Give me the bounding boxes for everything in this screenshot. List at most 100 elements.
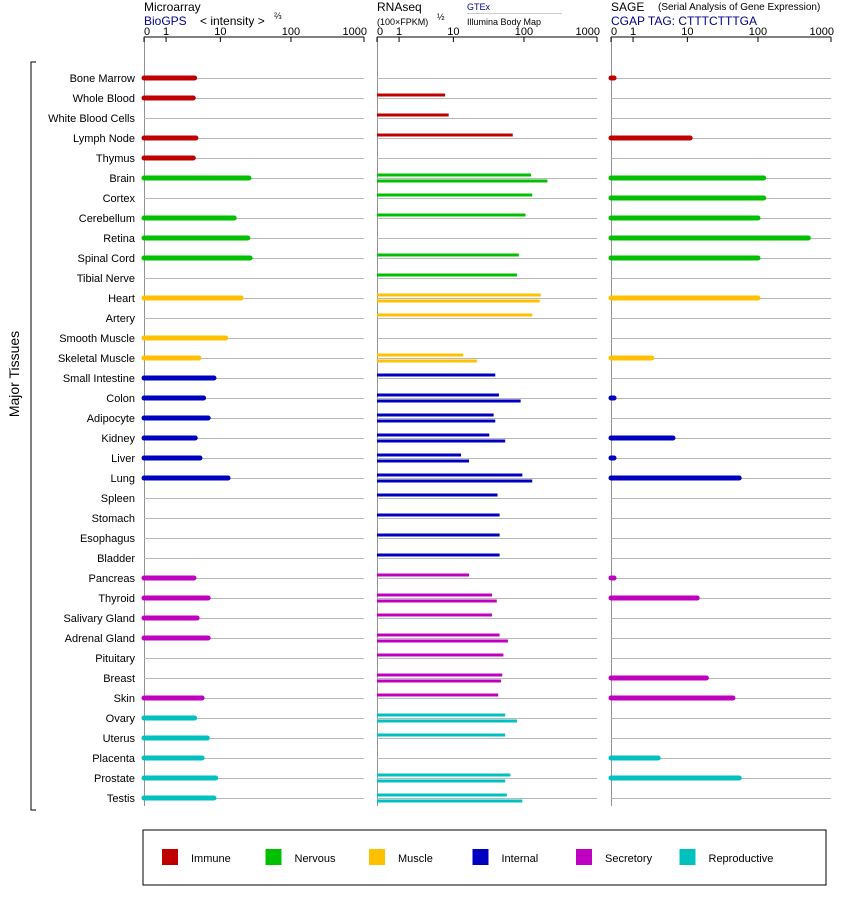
microarray-title: Microarray xyxy=(144,0,201,14)
tissue-label: Bladder xyxy=(97,553,135,565)
tissue-label: Kidney xyxy=(101,433,135,445)
rnaseq-unit: (100×FPKM) xyxy=(377,17,428,27)
tissue-row: Tibial Nerve xyxy=(77,273,831,285)
tissue-label: Liver xyxy=(111,453,135,465)
tissue-label: Placenta xyxy=(92,753,136,765)
legend-swatch xyxy=(162,849,178,865)
tissue-label: Thymus xyxy=(96,153,136,165)
legend-swatch xyxy=(576,849,592,865)
tissue-label: Esophagus xyxy=(80,533,136,545)
microarray-tick-label: 100 xyxy=(282,26,300,38)
microarray-source: BioGPS xyxy=(144,14,187,28)
tissue-label: Smooth Muscle xyxy=(59,333,135,345)
tissue-row: Esophagus xyxy=(80,533,831,545)
tissue-row: Pancreas xyxy=(89,573,831,585)
legend-swatch xyxy=(265,849,282,865)
bars xyxy=(141,75,811,803)
microarray-tick-label: 0 xyxy=(144,26,150,38)
tissue-label: Small Intestine xyxy=(63,373,135,385)
tissue-row: White Blood Cells xyxy=(48,113,831,125)
rnaseq-tick-label: 1 xyxy=(396,26,402,38)
tissue-label: Stomach xyxy=(92,513,135,525)
sage-tick-label: 0 xyxy=(611,26,617,38)
legend-label: Immune xyxy=(191,853,231,865)
tissue-row: Artery xyxy=(106,313,831,325)
tissue-label: Breast xyxy=(103,673,135,685)
legend-item: Secretory xyxy=(576,849,653,865)
tissue-label: Salivary Gland xyxy=(63,613,135,625)
rnaseq-title: RNAseq xyxy=(377,0,422,14)
tissue-label: White Blood Cells xyxy=(48,113,135,125)
rnaseq-tick-label: 100 xyxy=(515,26,533,38)
legend-item: Internal xyxy=(472,849,538,865)
tissue-label: Adipocyte xyxy=(87,413,135,425)
tissue-label: Colon xyxy=(106,393,135,405)
tissue-label: Lung xyxy=(111,473,135,485)
tissue-label: Pancreas xyxy=(89,573,136,585)
tissue-row: Thymus xyxy=(96,153,831,165)
legend-label: Secretory xyxy=(605,853,653,865)
tissue-label: Cerebellum xyxy=(79,213,135,225)
legend-label: Reproductive xyxy=(709,853,774,865)
legend-swatch xyxy=(369,849,385,865)
microarray-header: Microarray BioGPS < intensity > ⅔ xyxy=(144,0,282,28)
major-tissues-bracket: Major Tissues xyxy=(6,61,36,811)
tissue-label: Ovary xyxy=(106,713,136,725)
tissue-label: Pituitary xyxy=(95,653,135,665)
legend-swatch xyxy=(679,849,696,865)
sage-tick-label: 10 xyxy=(681,26,693,38)
tissue-row: Pituitary xyxy=(95,653,831,665)
rnaseq-source-gtex: GTEx xyxy=(467,2,491,12)
microarray-exponent: ⅔ xyxy=(274,11,282,21)
bracket-line xyxy=(30,61,36,811)
tissue-label: Thyroid xyxy=(98,593,135,605)
microarray-unit: < intensity > xyxy=(200,14,265,28)
legend-item: Nervous xyxy=(265,849,336,865)
legend-box xyxy=(142,829,827,886)
legend-item: Muscle xyxy=(369,849,433,865)
legend: Immune Nervous Muscle Internal Secretory Repr… xyxy=(162,849,773,865)
tissue-label: Spleen xyxy=(101,493,135,505)
tissue-label: Adrenal Gland xyxy=(65,633,135,645)
tissue-label: Whole Blood xyxy=(73,93,135,105)
microarray-tick-label: 1 xyxy=(163,26,169,38)
tissue-label: Skin xyxy=(114,693,135,705)
sage-tag: CGAP TAG: CTTTCTTTGA xyxy=(611,14,757,28)
legend-label: Nervous xyxy=(295,853,336,865)
sage-tick-label: 1 xyxy=(630,26,636,38)
tissue-row: Stomach xyxy=(92,513,831,525)
sage-tick-label: 1000 xyxy=(810,26,834,38)
sage-subtitle: (Serial Analysis of Gene Expression) xyxy=(658,2,820,13)
tissue-label: Tibial Nerve xyxy=(77,273,135,285)
tissue-label: Testis xyxy=(107,793,136,805)
tissue-label: Spinal Cord xyxy=(78,253,135,265)
rnaseq-source-illumina: Illumina Body Map xyxy=(467,17,541,27)
rnaseq-header: RNAseq (100×FPKM) ½ GTEx Illumina Body M… xyxy=(377,0,562,27)
rnaseq-tick-label: 10 xyxy=(447,26,459,38)
legend-item: Immune xyxy=(162,849,231,865)
legend-swatch xyxy=(472,849,489,865)
tissue-label: Skeletal Muscle xyxy=(58,353,135,365)
tissue-label: Cortex xyxy=(103,193,136,205)
tissue-row: Smooth Muscle xyxy=(59,333,831,345)
microarray-tick-label: 10 xyxy=(214,26,226,38)
axes: 0 1 10 100 1000 0 1 10 100 1000 0 1 10 100 1000 xyxy=(143,26,834,806)
tissue-label: Uterus xyxy=(103,733,136,745)
tissue-row: Bladder xyxy=(97,553,831,565)
tissue-label: Prostate xyxy=(94,773,135,785)
tissue-row: Testis xyxy=(107,793,831,805)
microarray-axis: 0 1 10 100 1000 xyxy=(143,26,367,806)
tissue-label: Brain xyxy=(109,173,135,185)
tissue-row: Liver xyxy=(111,453,831,465)
tissue-label: Lymph Node xyxy=(73,133,135,145)
sage-axis: 0 1 10 100 1000 xyxy=(610,26,834,806)
rnaseq-tick-label: 0 xyxy=(377,26,383,38)
tissue-row: Spleen xyxy=(101,493,831,505)
sage-tick-label: 100 xyxy=(749,26,767,38)
tissue-label: Heart xyxy=(108,293,135,305)
group-label: Major Tissues xyxy=(6,331,22,417)
tissue-label: Bone Marrow xyxy=(70,73,135,85)
legend-label: Muscle xyxy=(398,853,433,865)
microarray-tick-label: 1000 xyxy=(343,26,367,38)
